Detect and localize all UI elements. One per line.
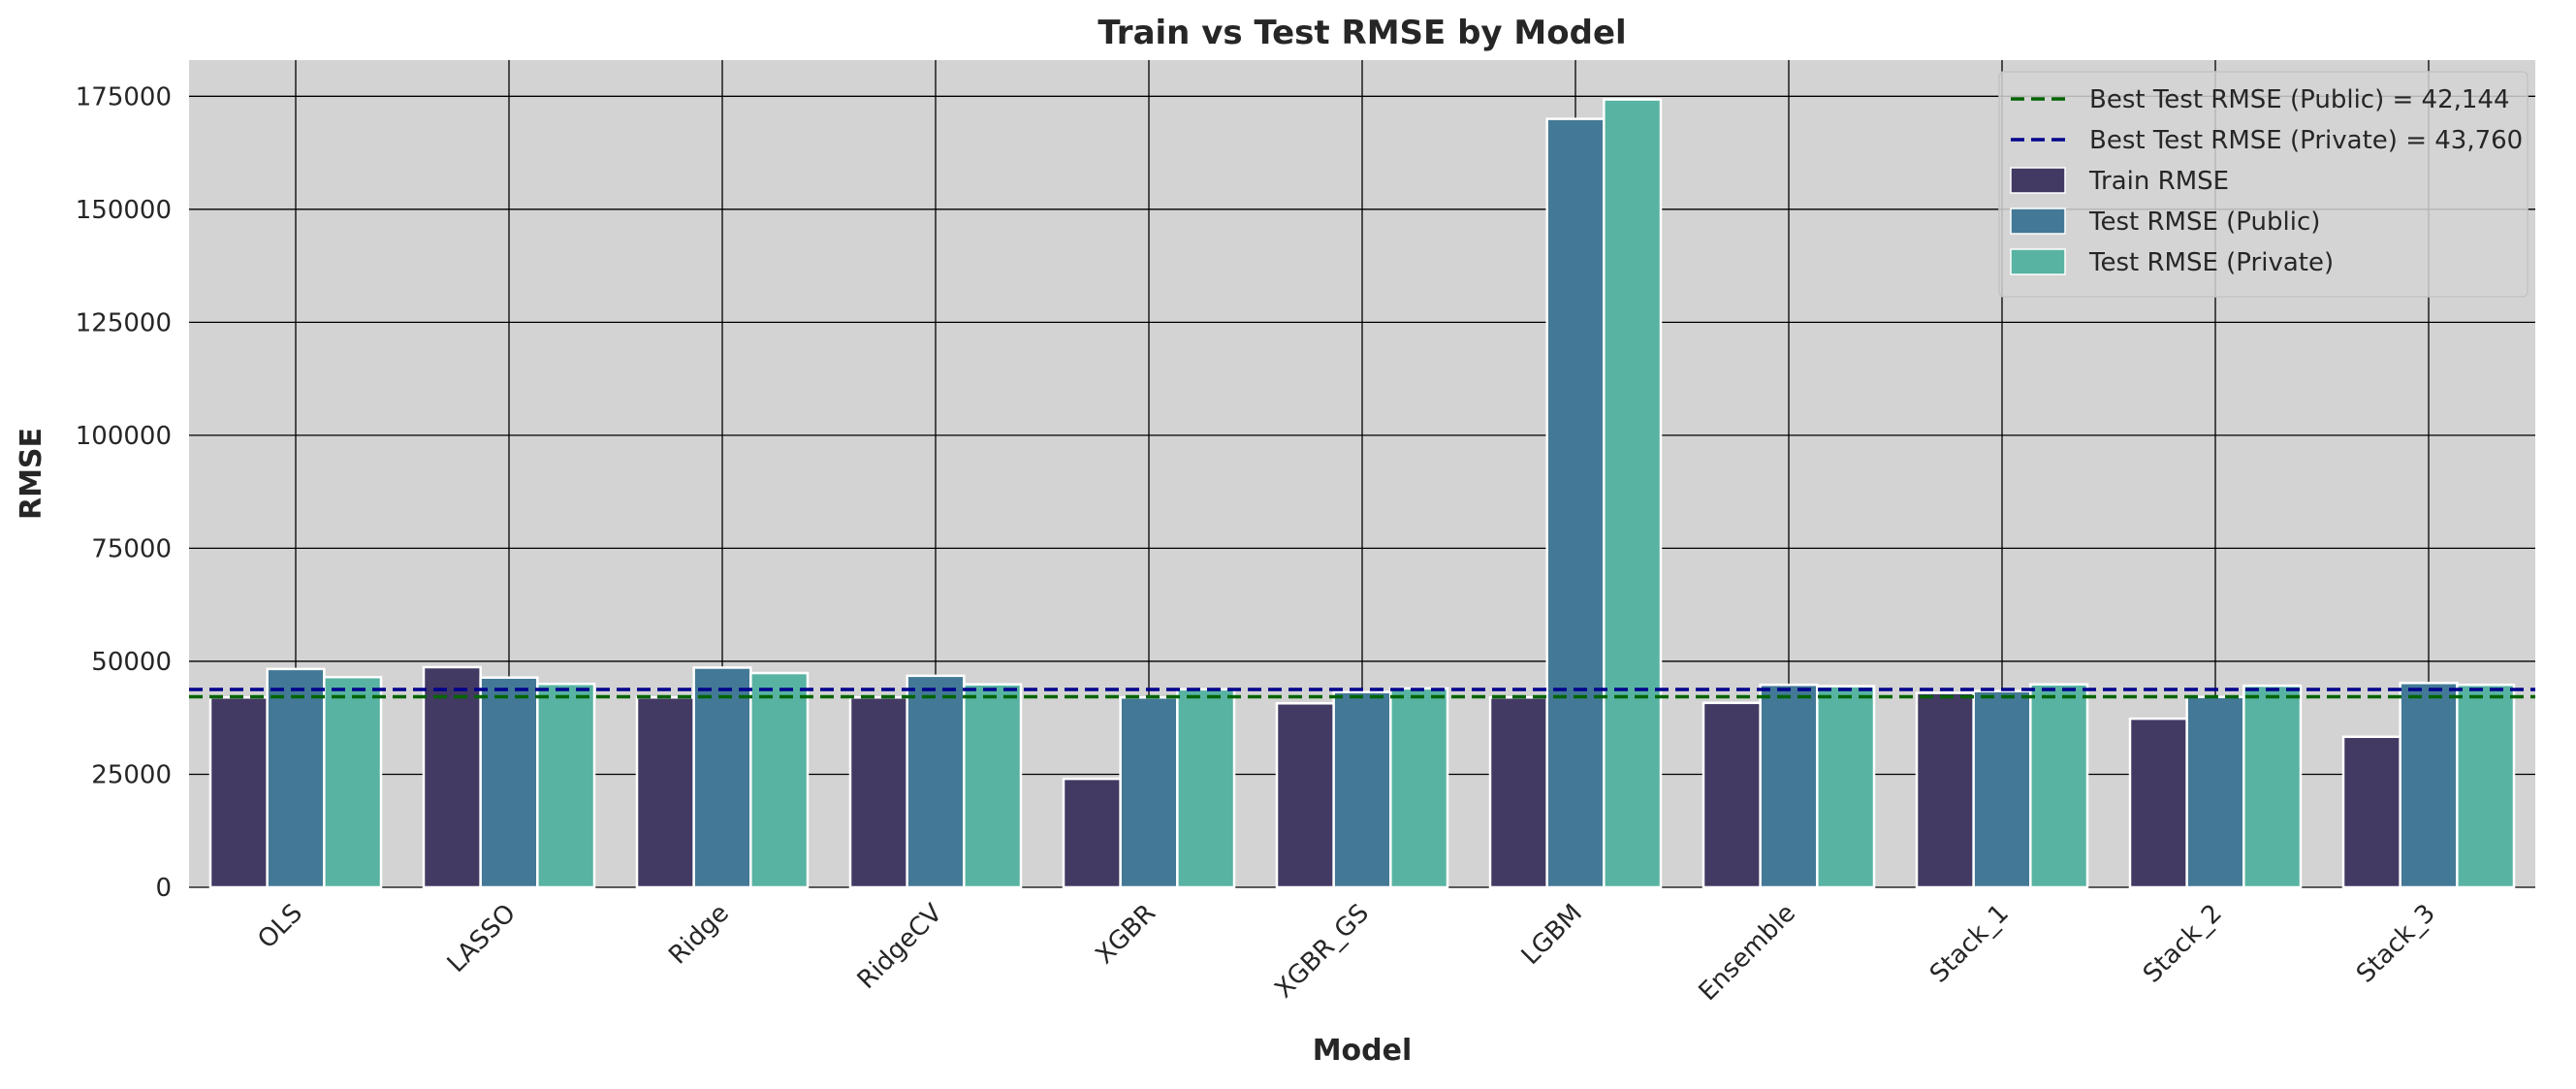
- bar: [963, 683, 1023, 889]
- y-tick-label: 175000: [76, 82, 172, 112]
- bar: [536, 682, 596, 889]
- bar: [2242, 684, 2303, 889]
- x-tick-label: XGBR_GS: [1269, 899, 1375, 1005]
- bar: [1389, 687, 1449, 889]
- bar: [1915, 691, 1975, 889]
- x-tick-label: Ridge: [663, 899, 735, 971]
- y-tick-label: 100000: [76, 422, 172, 451]
- bar: [1816, 685, 1876, 889]
- legend-patch-swatch: [2010, 208, 2066, 235]
- x-tick-label: Stack_1: [1924, 899, 2015, 989]
- bar: [2128, 717, 2188, 889]
- legend-label: Test RMSE (Public): [2088, 208, 2320, 237]
- legend-label: Test RMSE (Private): [2088, 248, 2334, 277]
- bar: [1275, 702, 1335, 889]
- y-tick-label: 150000: [76, 196, 172, 225]
- bar: [422, 665, 482, 889]
- bar: [2456, 683, 2516, 889]
- bar: [848, 695, 908, 889]
- y-tick-label: 75000: [91, 534, 172, 563]
- bar: [479, 676, 539, 889]
- bar: [1972, 689, 2032, 889]
- bar: [1701, 701, 1762, 889]
- legend-label: Train RMSE: [2088, 167, 2229, 196]
- bar: [1176, 688, 1236, 889]
- x-tick-label: OLS: [252, 899, 308, 955]
- x-tick-label: XGBR: [1090, 899, 1161, 970]
- reference-lines: [189, 688, 2535, 699]
- x-axis-label: Model: [1313, 1034, 1413, 1068]
- legend-label: Best Test RMSE (Public) = 42,144: [2089, 85, 2510, 114]
- bar: [208, 695, 269, 889]
- bar: [2029, 683, 2089, 889]
- bar: [635, 695, 695, 889]
- chart-title: Train vs Test RMSE by Model: [1097, 14, 1626, 52]
- y-tick-label: 0: [155, 874, 172, 903]
- bar: [1488, 695, 1548, 889]
- x-tick-label: LASSO: [442, 899, 522, 978]
- bar: [906, 674, 966, 889]
- legend-patch-swatch: [2010, 248, 2066, 275]
- bar: [2399, 682, 2459, 889]
- x-tick-label: LGBM: [1516, 899, 1588, 971]
- bar: [266, 667, 326, 889]
- bar: [1545, 117, 1606, 889]
- y-tick-label: 125000: [76, 308, 172, 337]
- bar: [1062, 777, 1122, 889]
- x-tick-label: Stack_3: [2351, 899, 2441, 989]
- bar: [1759, 683, 1819, 889]
- x-tick-label: Ensemble: [1694, 899, 1801, 1007]
- y-axis-label: RMSE: [15, 428, 48, 520]
- x-tick-label: Stack_2: [2138, 899, 2228, 989]
- legend-patch-swatch: [2010, 167, 2066, 194]
- bar: [2185, 695, 2245, 889]
- bar: [2341, 735, 2401, 889]
- legend-box: [1998, 71, 2528, 298]
- bar: [1119, 695, 1179, 889]
- legend-label: Best Test RMSE (Private) = 43,760: [2089, 126, 2523, 155]
- bars: [208, 98, 2516, 889]
- legend: Best Test RMSE (Public) = 42,144 Best Tes…: [1998, 71, 2528, 298]
- bar: [692, 666, 752, 889]
- bar: [749, 671, 810, 889]
- x-tick-label: RidgeCV: [852, 899, 948, 995]
- y-tick-label: 50000: [91, 648, 172, 677]
- bar: [323, 676, 383, 889]
- bar: [1332, 690, 1392, 889]
- y-tick-label: 25000: [91, 760, 172, 789]
- bar: [1603, 98, 1663, 889]
